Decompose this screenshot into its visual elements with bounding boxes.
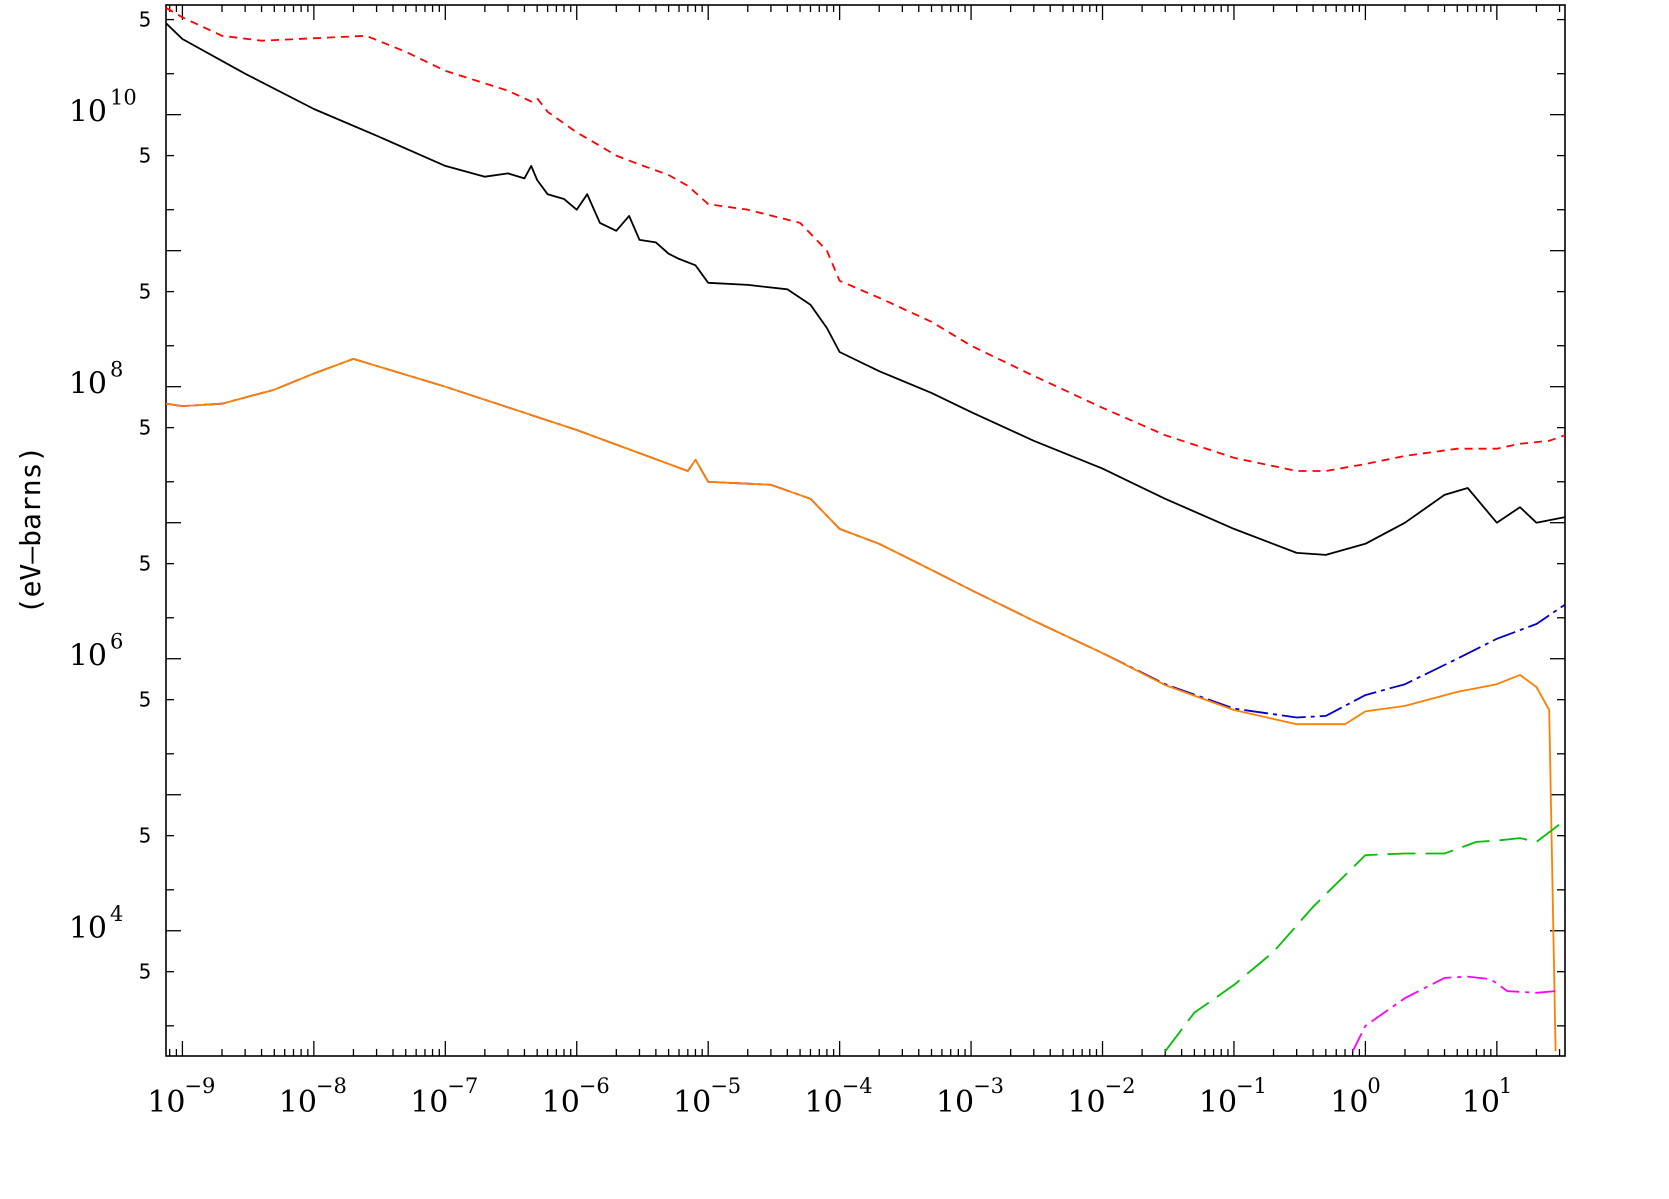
series-line-1 — [165, 7, 1566, 472]
y-tick-exponent: 8 — [110, 358, 123, 382]
y-minor-tick-label: 5 — [139, 688, 152, 712]
series-line-5 — [1164, 819, 1566, 1052]
x-tick-label: 10 — [410, 1085, 448, 1120]
x-tick-exponent: 0 — [1367, 1074, 1380, 1098]
x-tick-label: 10 — [673, 1085, 711, 1120]
y-minor-tick-label: 5 — [139, 144, 152, 168]
y-tick-exponent: 6 — [110, 630, 123, 654]
x-tick-label: 10 — [936, 1085, 974, 1120]
y-minor-tick-label: 5 — [139, 824, 152, 848]
x-tick-label: 10 — [1067, 1085, 1105, 1120]
x-tick-label: 10 — [805, 1085, 843, 1120]
y-tick-label: 10 — [69, 95, 107, 130]
y-tick-exponent: 10 — [110, 86, 137, 110]
plot-frame — [165, 4, 1566, 1057]
x-tick-exponent: −9 — [184, 1074, 215, 1098]
x-tick-label: 10 — [1330, 1085, 1368, 1120]
y-minor-tick-label: 5 — [139, 960, 152, 984]
x-tick-label: 10 — [147, 1085, 185, 1120]
x-tick-exponent: −2 — [1105, 1074, 1136, 1098]
x-tick-exponent: −3 — [973, 1074, 1004, 1098]
y-tick-exponent: 4 — [110, 902, 123, 926]
y-tick-label: 10 — [69, 911, 107, 946]
y-minor-tick-label: 5 — [139, 8, 152, 32]
y-axis-label: (eV–barns) — [14, 446, 47, 615]
x-tick-label: 10 — [279, 1085, 317, 1120]
series-line-4 — [165, 358, 1557, 1052]
x-tick-label: 10 — [1462, 1085, 1500, 1120]
y-minor-tick-label: 5 — [139, 280, 152, 304]
x-tick-exponent: 1 — [1499, 1074, 1512, 1098]
y-minor-tick-label: 5 — [139, 552, 152, 576]
x-tick-exponent: −7 — [447, 1074, 478, 1098]
x-tick-label: 10 — [542, 1085, 580, 1120]
series-line-6 — [1351, 975, 1556, 1052]
x-tick-exponent: −6 — [579, 1074, 610, 1098]
y-tick-label: 10 — [69, 367, 107, 402]
tick-marks — [166, 5, 1565, 1056]
y-minor-tick-label: 5 — [139, 416, 152, 440]
x-tick-exponent: −4 — [842, 1074, 873, 1098]
x-tick-exponent: −8 — [316, 1074, 347, 1098]
x-tick-exponent: −5 — [710, 1074, 741, 1098]
x-tick-label: 10 — [1199, 1085, 1237, 1120]
x-tick-exponent: −1 — [1236, 1074, 1267, 1098]
series-line-2 — [165, 22, 1566, 556]
y-tick-label: 10 — [69, 639, 107, 674]
tick-labels: 10−9 10−8 10−7 10−6 10−5 10−4 10−3 10−2 10−1 100 1… — [69, 8, 1512, 1120]
data-series — [165, 7, 1566, 1052]
